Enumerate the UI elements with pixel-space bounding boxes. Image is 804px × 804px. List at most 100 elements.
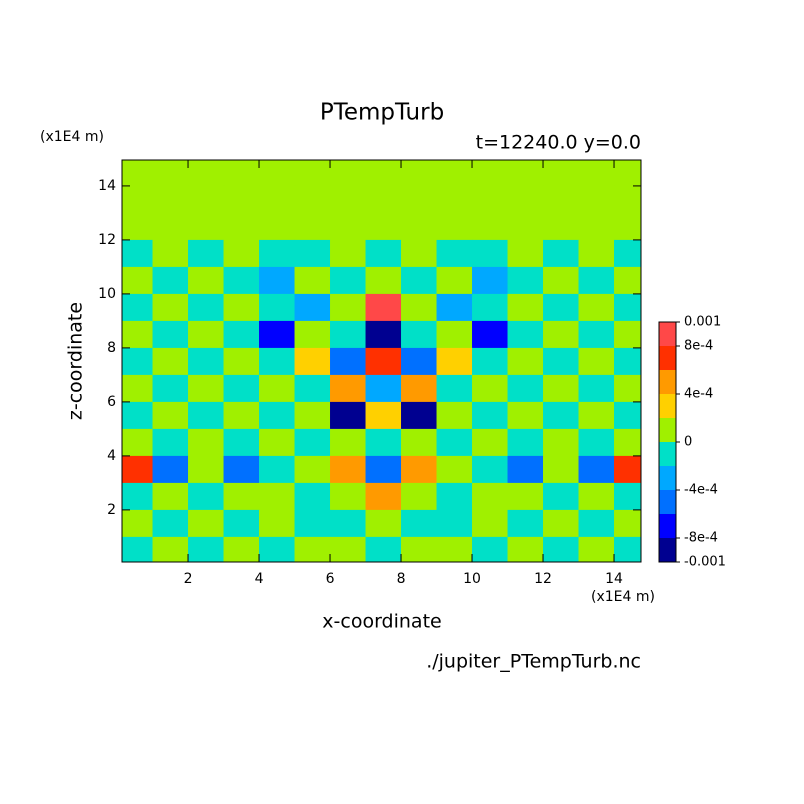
cell	[507, 455, 544, 484]
cell	[330, 293, 367, 322]
cell	[614, 239, 641, 268]
x-tick-label: 10	[463, 571, 481, 587]
cell	[294, 536, 331, 562]
field	[122, 160, 641, 562]
cell	[259, 239, 296, 268]
cell	[436, 212, 473, 241]
cell	[472, 401, 509, 430]
cell	[152, 320, 189, 349]
cell	[294, 239, 331, 268]
cell	[436, 401, 473, 430]
colorbar-tick-label: -0.001	[684, 555, 726, 570]
cell	[152, 266, 189, 295]
cell	[578, 347, 615, 376]
cell	[507, 428, 544, 457]
cell	[294, 374, 331, 403]
cell	[578, 320, 615, 349]
cell	[365, 401, 402, 430]
cell	[122, 374, 154, 403]
cell	[122, 320, 154, 349]
cell	[436, 536, 473, 562]
cell	[223, 509, 260, 538]
colorbar-band	[659, 490, 676, 514]
cell	[152, 212, 189, 241]
cell	[188, 212, 225, 241]
cell	[294, 482, 331, 511]
cell	[472, 428, 509, 457]
y-unit: (x1E4 m)	[40, 129, 104, 145]
cell	[507, 374, 544, 403]
cell	[436, 293, 473, 322]
cell	[122, 185, 154, 214]
cell	[152, 185, 189, 214]
cell	[543, 212, 580, 241]
colorbar-band	[659, 466, 676, 490]
y-tick-label: 4	[107, 448, 116, 464]
cell	[507, 482, 544, 511]
cell	[365, 374, 402, 403]
cell	[401, 374, 438, 403]
cell	[152, 293, 189, 322]
cell	[294, 347, 331, 376]
y-tick-label: 14	[98, 178, 116, 194]
cell	[188, 266, 225, 295]
cell	[223, 185, 260, 214]
cell	[122, 536, 154, 562]
cell	[188, 482, 225, 511]
cell	[259, 293, 296, 322]
cell	[122, 428, 154, 457]
cell	[330, 509, 367, 538]
cell	[330, 374, 367, 403]
cell	[188, 293, 225, 322]
cell	[152, 509, 189, 538]
cell	[330, 266, 367, 295]
cell	[472, 185, 509, 214]
cell	[436, 455, 473, 484]
cell	[259, 266, 296, 295]
cell	[401, 160, 438, 187]
cell	[294, 266, 331, 295]
cell	[188, 239, 225, 268]
cell	[543, 428, 580, 457]
cell	[507, 160, 544, 187]
x-axis-label: x-coordinate	[322, 611, 441, 633]
cell	[223, 347, 260, 376]
cell	[578, 266, 615, 295]
cell	[223, 482, 260, 511]
cell	[188, 455, 225, 484]
cell	[122, 455, 154, 484]
cell	[543, 401, 580, 430]
cell	[614, 293, 641, 322]
cell	[223, 401, 260, 430]
cell	[578, 374, 615, 403]
cell	[578, 212, 615, 241]
cell	[472, 347, 509, 376]
cell	[507, 293, 544, 322]
cell	[223, 160, 260, 187]
cell	[401, 185, 438, 214]
cell	[578, 239, 615, 268]
cell	[472, 239, 509, 268]
cell	[365, 428, 402, 457]
cell	[365, 455, 402, 484]
cell	[472, 455, 509, 484]
cell	[122, 347, 154, 376]
cell	[259, 320, 296, 349]
cell	[330, 482, 367, 511]
cell	[365, 320, 402, 349]
cell	[578, 293, 615, 322]
cell	[152, 374, 189, 403]
chart-subtitle: t=12240.0 y=0.0	[476, 132, 641, 154]
y-tick-label: 8	[107, 340, 116, 356]
cell	[543, 160, 580, 187]
y-axis-label: z-coordinate	[65, 302, 87, 420]
cell	[122, 509, 154, 538]
cell	[259, 212, 296, 241]
cell	[543, 509, 580, 538]
cell	[330, 347, 367, 376]
cell	[152, 347, 189, 376]
x-unit: (x1E4 m)	[591, 589, 655, 605]
cell	[472, 160, 509, 187]
cell	[152, 428, 189, 457]
cell	[472, 266, 509, 295]
